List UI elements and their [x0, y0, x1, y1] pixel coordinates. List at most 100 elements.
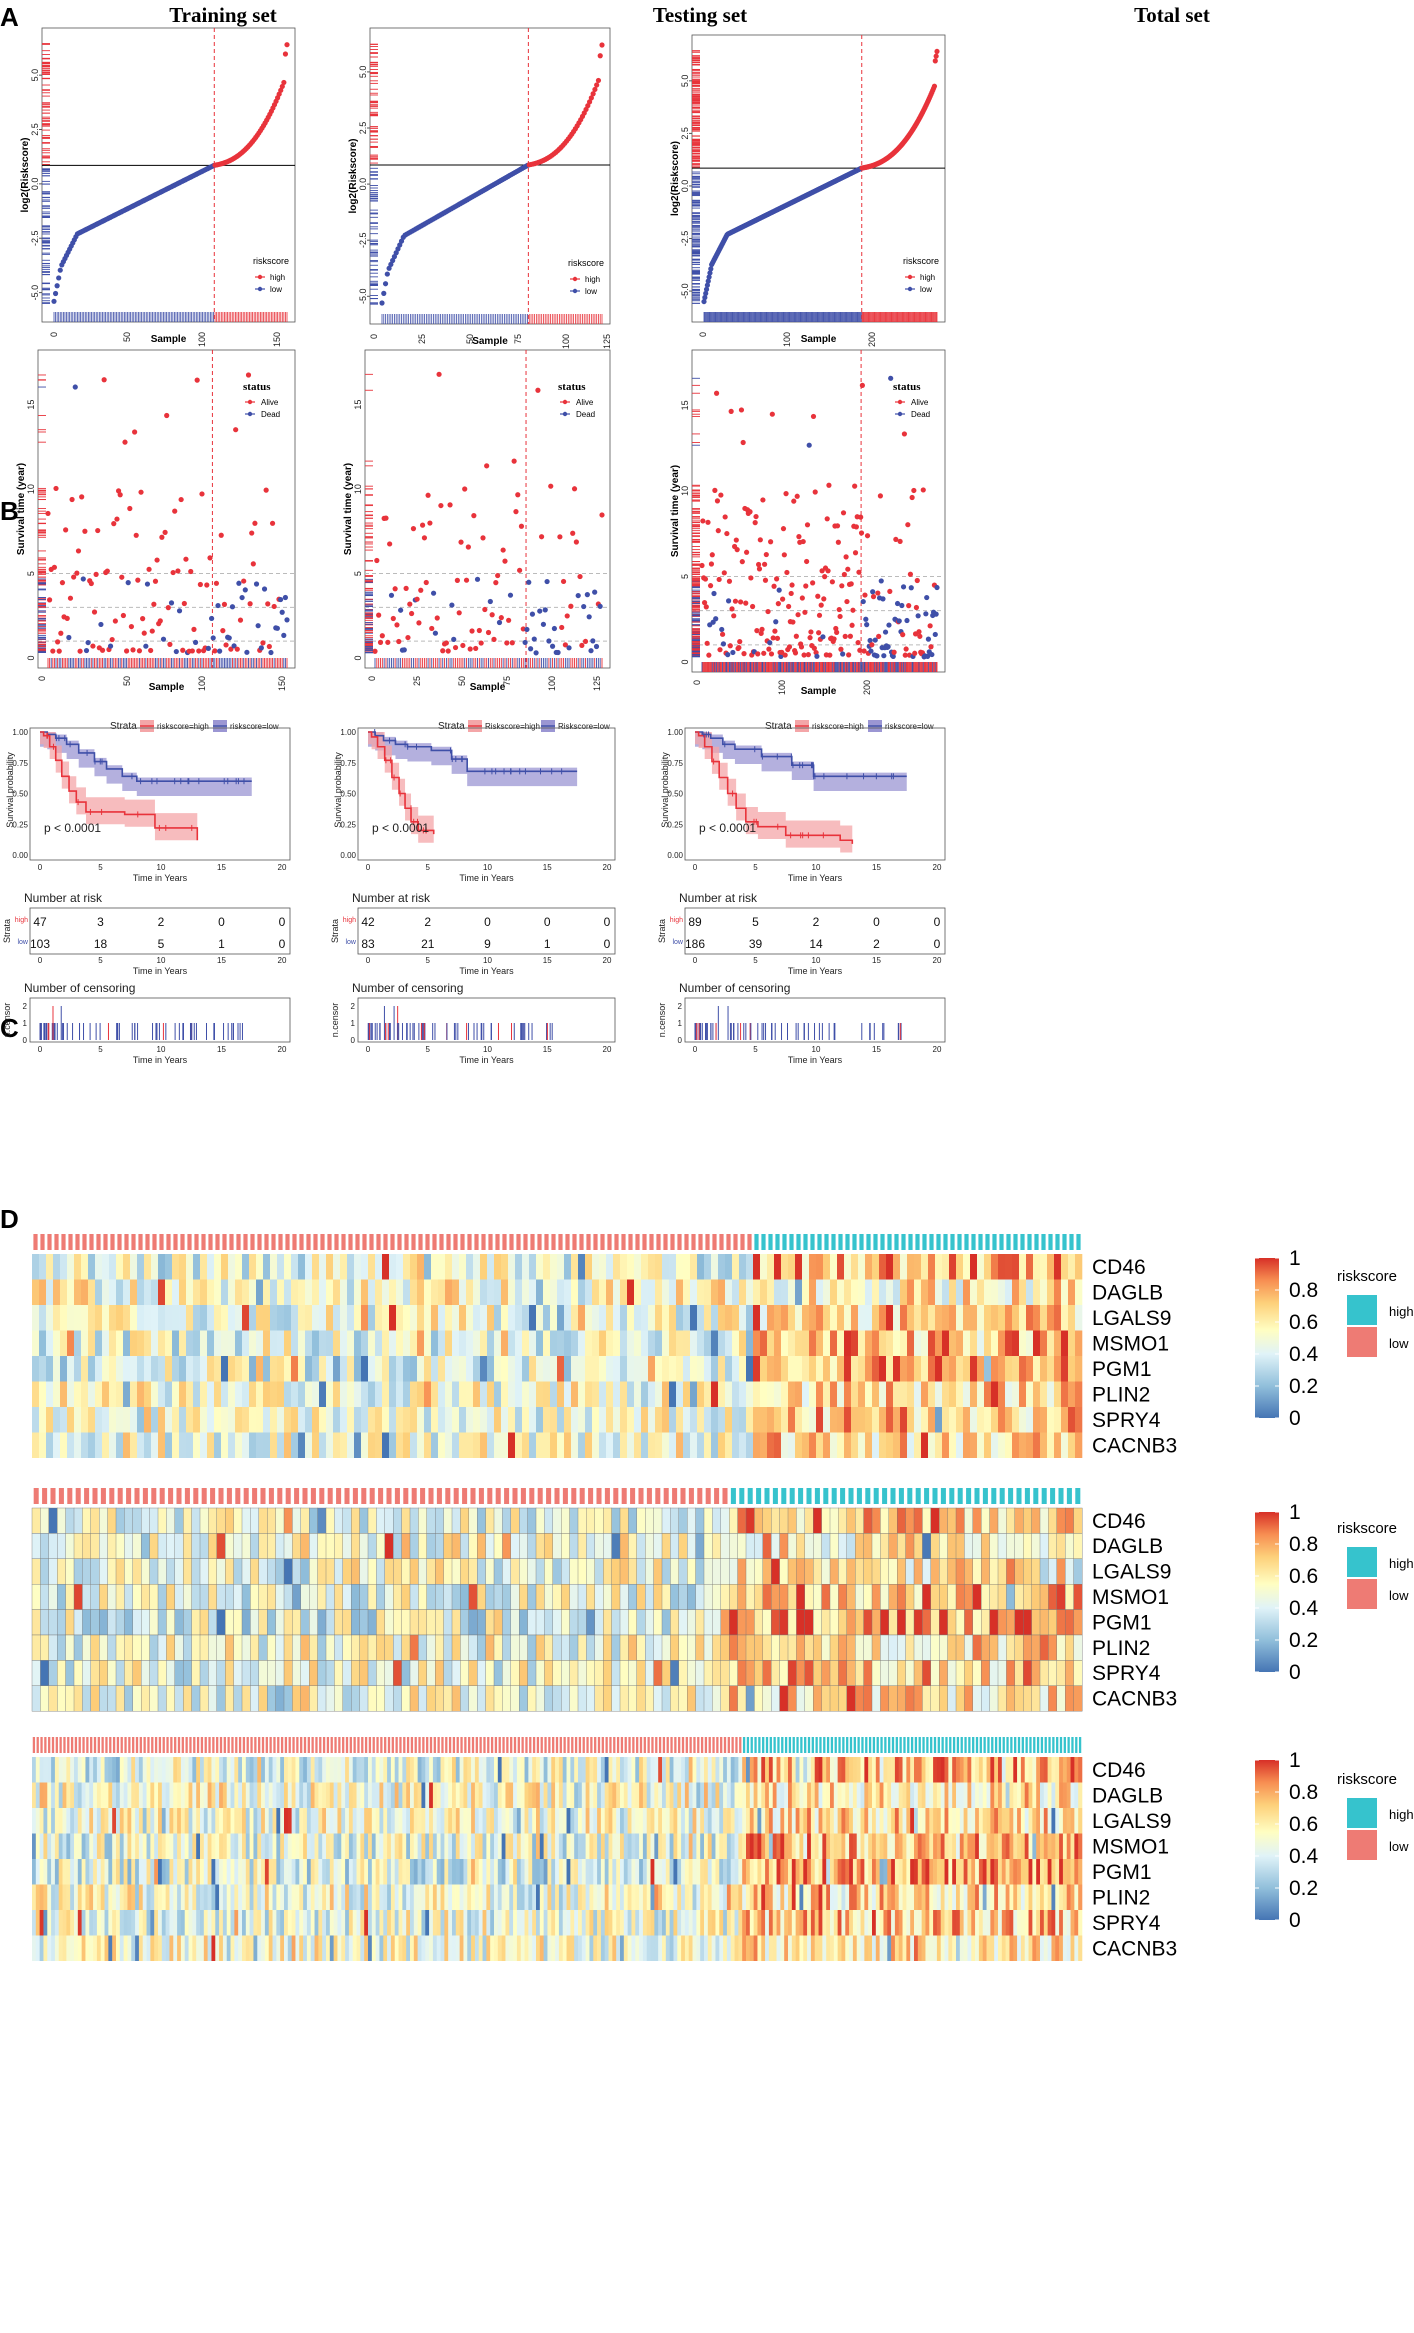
heatmap-cell: [473, 1279, 481, 1305]
heatmap-cell: [361, 1305, 369, 1331]
heatmap-cell: [466, 1254, 474, 1280]
heatmap-cell: [95, 1305, 103, 1331]
survival-point: [71, 574, 77, 580]
heatmap-cell: [508, 1381, 516, 1407]
heatmap-cell: [270, 1305, 278, 1331]
heatmap-cell: [522, 1305, 530, 1331]
heatmap-cell: [1012, 1356, 1020, 1382]
heatmap-cell: [543, 1305, 551, 1331]
heatmap-cell: [487, 1330, 495, 1356]
heatmap-cell: [81, 1356, 89, 1382]
heatmap-cell: [417, 1305, 425, 1331]
km-y-axis-label: Survival probability: [660, 752, 670, 828]
risk-row-label-low: low: [672, 939, 683, 946]
annotation-cell: [915, 1234, 920, 1250]
survival-point: [734, 547, 740, 553]
km-plot-frame: [29, 727, 291, 861]
heatmap-cell: [214, 1279, 222, 1305]
survival-point: [773, 619, 779, 625]
heatmap-cell: [515, 1305, 523, 1331]
heatmap-cell: [767, 1254, 775, 1280]
y-tick-label: 10: [26, 484, 36, 494]
annotation-cell: [502, 1234, 507, 1250]
survival-point: [762, 561, 768, 567]
heatmap-cell: [501, 1356, 509, 1382]
survival-point: [387, 541, 393, 547]
heatmap-cell: [704, 1381, 712, 1407]
heatmap-cell: [886, 1330, 894, 1356]
km-y-tick-label: 0.25: [667, 820, 683, 829]
legend-title: riskscore: [568, 258, 604, 268]
heatmap-cell: [739, 1279, 747, 1305]
km-pvalue: p < 0.0001: [699, 821, 756, 835]
heatmap-cell: [1026, 1381, 1034, 1407]
survival-point: [593, 643, 600, 650]
censor-y-tick-label: 0: [351, 1036, 356, 1045]
heatmap-panel-0: CD46DAGLBLGALS9MSMO1PGM1PLIN2SPRY4CACNB3…: [32, 1234, 1414, 1458]
legend-alive: Alive: [576, 398, 594, 407]
heatmap-cell: [998, 1381, 1006, 1407]
survival-point: [858, 530, 865, 536]
risk-table-y-label: Strata: [657, 919, 667, 943]
risk-point: [388, 261, 394, 268]
heatmap-cell: [578, 1254, 586, 1280]
heatmap-cell: [347, 1381, 355, 1407]
survival-point: [95, 527, 101, 534]
survival-point: [800, 538, 806, 545]
heatmap-cell: [1005, 1356, 1013, 1382]
survival-point: [882, 629, 889, 635]
survival-point: [795, 612, 801, 618]
survival-point: [132, 429, 138, 435]
survival-point: [790, 619, 796, 625]
survival-point: [932, 631, 938, 638]
heatmap-cell: [690, 1330, 698, 1356]
survival-point: [740, 439, 746, 446]
annotation-cell: [271, 1234, 276, 1250]
heatmap-cell: [816, 1305, 824, 1331]
annotation-cell: [1069, 1234, 1074, 1250]
km-x-axis-label: Time in Years: [788, 873, 843, 883]
heatmap-cell: [137, 1356, 145, 1382]
heatmap-cell: [1005, 1254, 1013, 1280]
annotation-cell: [509, 1234, 514, 1250]
survival-point: [720, 641, 727, 647]
km-y-tick-label: 1.00: [667, 728, 683, 737]
heatmap-cell: [312, 1356, 320, 1382]
heatmap-cell: [725, 1330, 733, 1356]
survival-point: [816, 630, 822, 636]
survival-point: [489, 612, 495, 618]
heatmap-cell: [879, 1330, 887, 1356]
heatmap-cell: [592, 1381, 600, 1407]
annotation-cell: [796, 1234, 801, 1250]
heatmap-cell: [984, 1356, 992, 1382]
heatmap-cell: [130, 1305, 138, 1331]
heatmap-cell: [396, 1279, 404, 1305]
heatmap-cell: [67, 1305, 75, 1331]
risk-x-tick-label: 0: [693, 956, 698, 965]
annotation-cell: [264, 1234, 269, 1250]
risk-point: [933, 53, 939, 59]
survival-point: [487, 598, 493, 605]
risk-point: [592, 86, 598, 93]
heatmap-cell: [942, 1330, 950, 1356]
heatmap-cell: [753, 1356, 761, 1382]
annotation-cell: [110, 1234, 115, 1250]
heatmap-cell: [613, 1279, 621, 1305]
censor-x-tick-label: 5: [426, 1045, 431, 1054]
survival-point: [546, 638, 552, 644]
heatmap-cell: [697, 1381, 705, 1407]
heatmap-cell: [809, 1356, 817, 1382]
survival-point: [474, 576, 481, 582]
heatmap-cell: [123, 1381, 131, 1407]
km-y-tick-label: 0.00: [12, 851, 28, 860]
survival-point: [165, 605, 171, 611]
survival-point: [50, 648, 56, 654]
heatmap-cell: [823, 1330, 831, 1356]
survival-point: [284, 617, 290, 623]
risk-x-tick-label: 10: [483, 956, 492, 965]
annotation-cell: [950, 1234, 955, 1250]
annotation-cell: [1034, 1234, 1039, 1250]
heatmap-cell: [508, 1254, 516, 1280]
annotation-cell: [187, 1234, 192, 1250]
survival-point: [820, 634, 826, 640]
